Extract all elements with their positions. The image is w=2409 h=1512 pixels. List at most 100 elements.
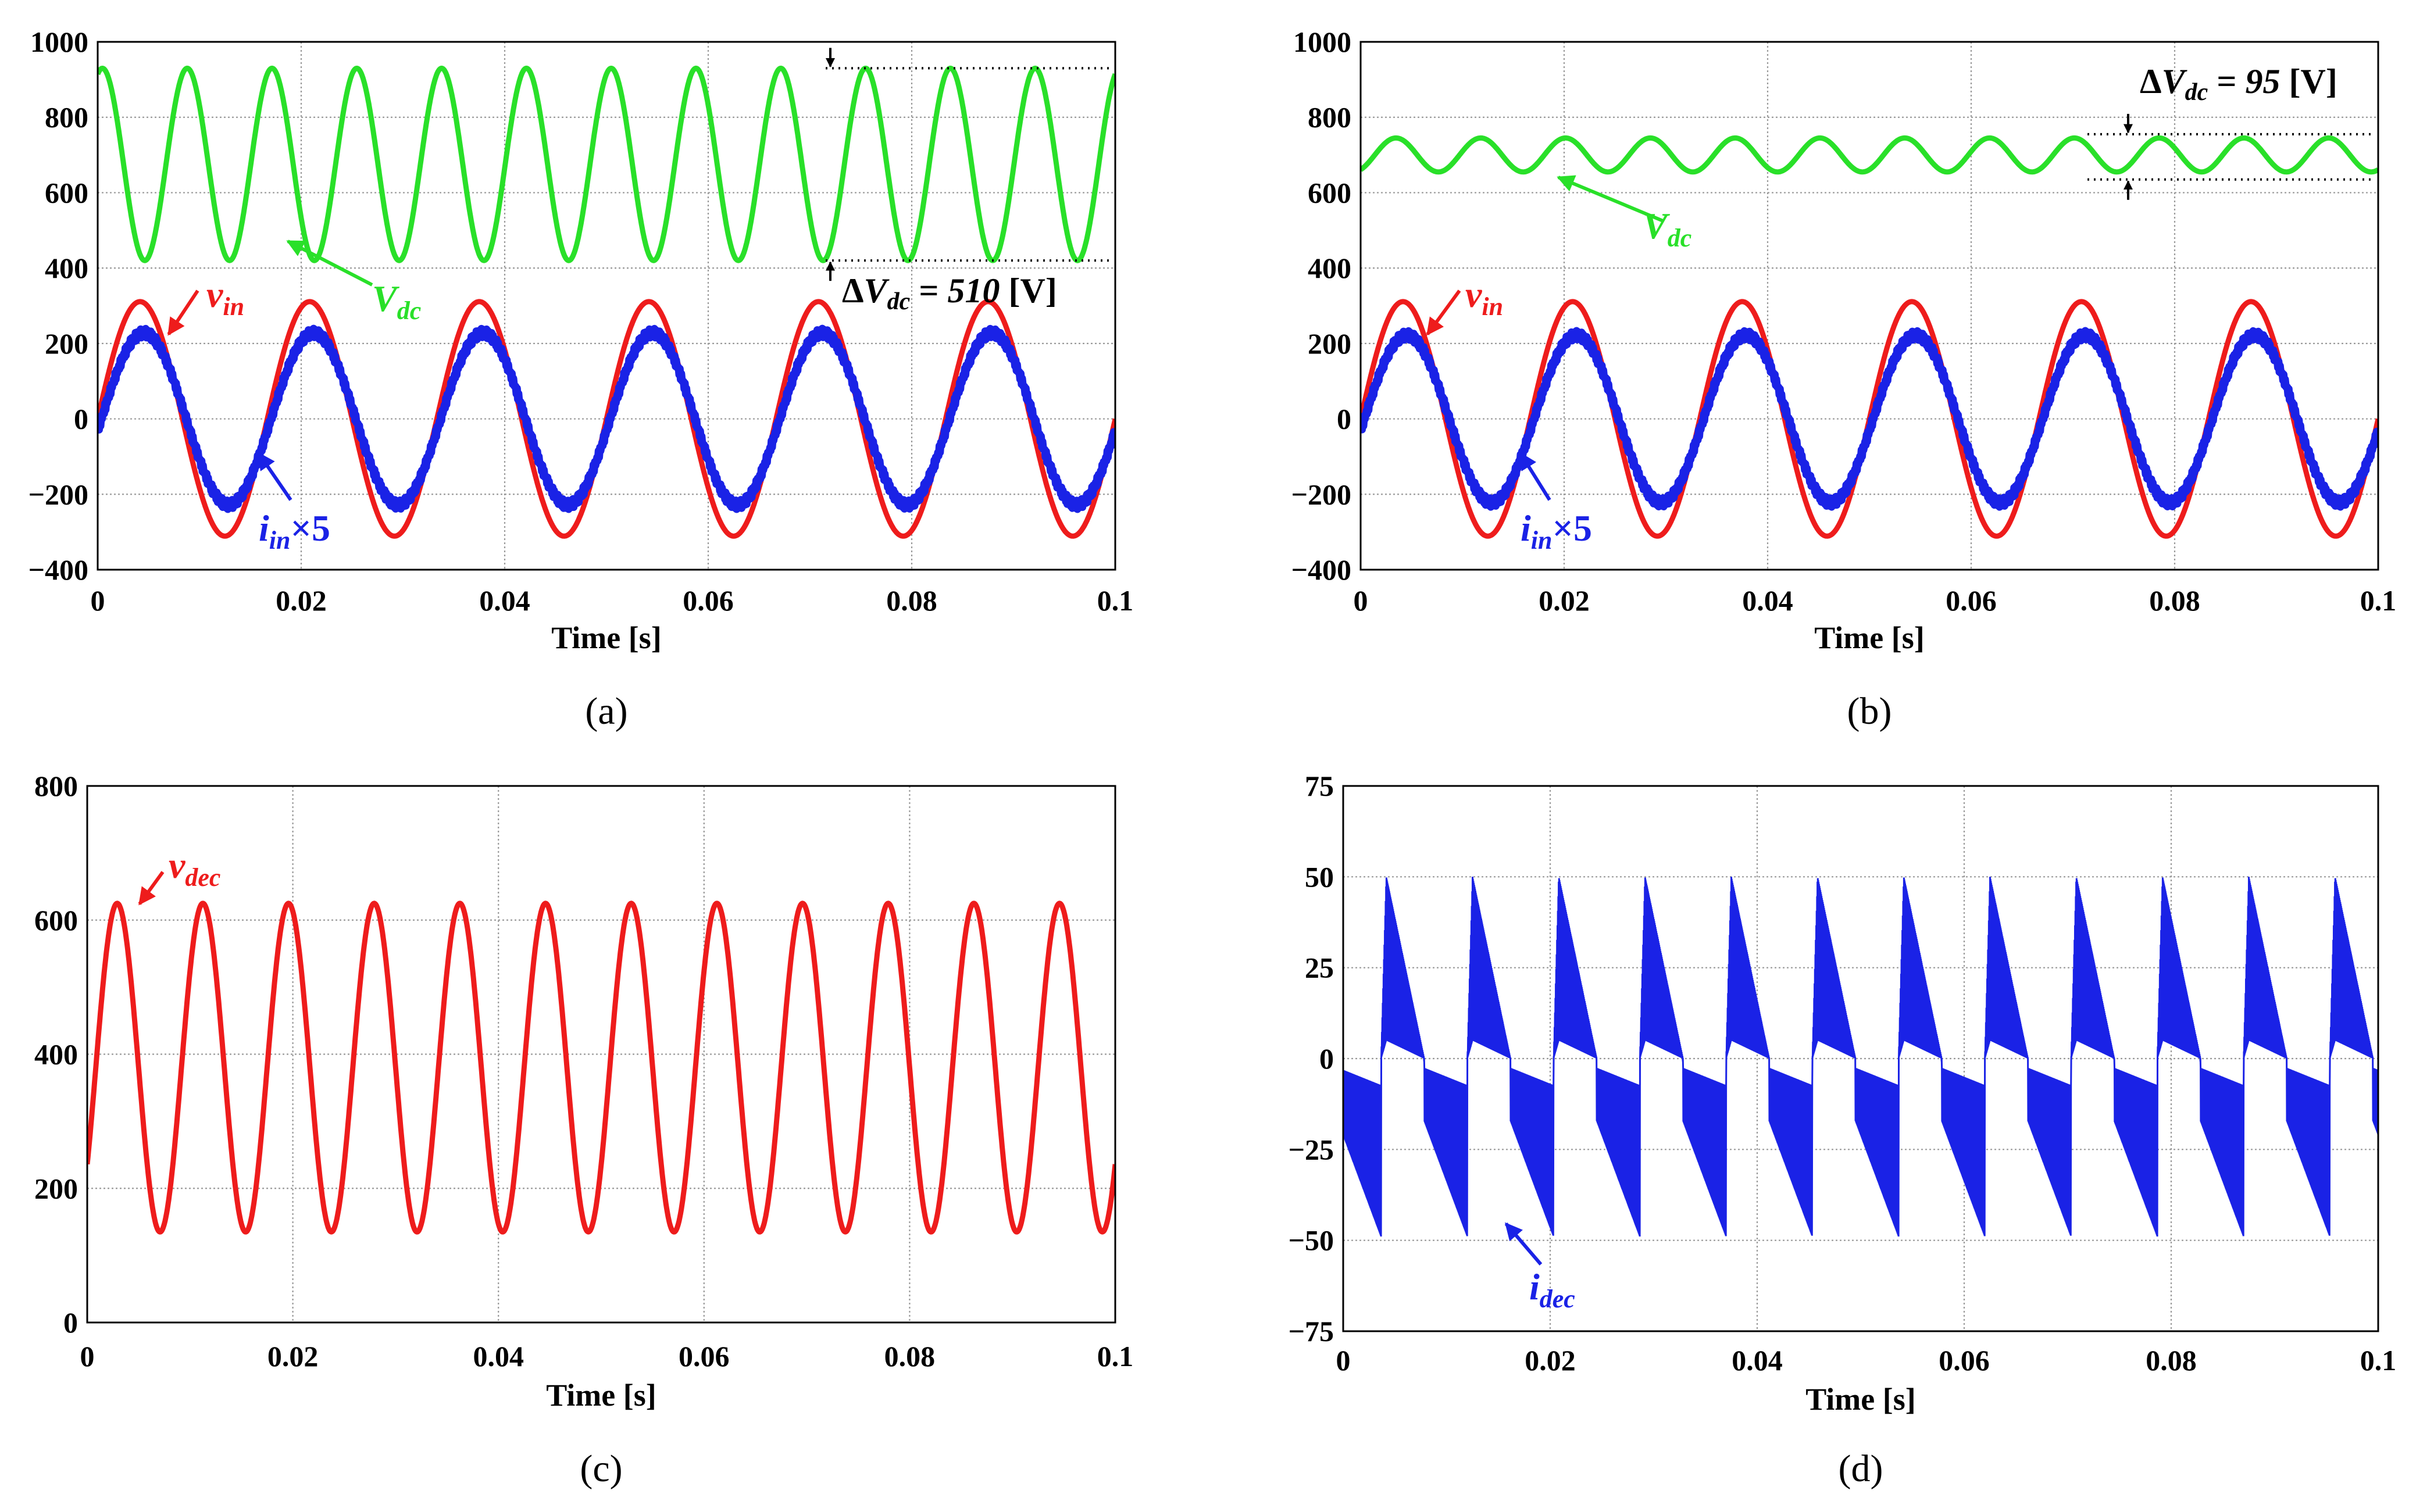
x-tick-label: 0.04 [1742, 584, 1793, 617]
y-tick-label: 1000 [30, 26, 88, 58]
series-label-iin: iin×5 [1521, 507, 1592, 555]
x-axis-label: Time [s] [551, 620, 661, 655]
series-label-vdec: vdec [169, 845, 220, 892]
label-arrow [1557, 175, 1664, 223]
y-tick-label: 25 [1305, 952, 1334, 984]
x-tick-label: 0.02 [1539, 584, 1590, 617]
x-tick-label: 0 [1354, 584, 1368, 617]
label-arrow [1519, 452, 1551, 501]
x-tick-label: 0.06 [679, 1340, 730, 1372]
y-tick-label: 400 [45, 252, 88, 284]
panel-caption: (b) [1847, 690, 1892, 732]
x-tick-label: 0.1 [1097, 1340, 1134, 1372]
panel-caption: (d) [1839, 1447, 1883, 1490]
y-tick-label: −400 [28, 553, 89, 586]
y-tick-label: 1000 [1293, 26, 1351, 58]
y-tick-label: −200 [1291, 478, 1352, 510]
panel-c: 0 0.02 0.04 0.06 0.08 0.1 800 600 400 200 0 Time [s… [34, 770, 1133, 1490]
y-tick-label: −200 [28, 478, 89, 510]
x-tick-label: 0.02 [276, 584, 327, 617]
label-arrow [1504, 1222, 1543, 1266]
x-tick-label: 0 [1336, 1344, 1351, 1377]
series-group [87, 900, 1115, 1235]
y-tick-label: −75 [1289, 1315, 1334, 1347]
y-tick-label: 600 [45, 176, 88, 209]
series-line-v-dc [1361, 135, 2378, 175]
y-tick-label: −400 [1291, 553, 1352, 586]
label-arrow [138, 871, 165, 906]
axes-frame [1359, 41, 2379, 571]
x-tick-label: 0.06 [1939, 1344, 1990, 1377]
x-axis-label: Time [s] [546, 1378, 656, 1413]
series-label-vdc: Vdc [1643, 205, 1691, 252]
series-label-vin: vin [206, 274, 244, 321]
series-label-iin: iin×5 [259, 507, 330, 555]
series-line-i-dec [1343, 877, 2378, 1237]
panel-caption: (c) [580, 1447, 622, 1490]
panels: 0 0.02 0.04 0.06 0.08 0.1 1000 800 600 400 200 0 −20… [28, 26, 2397, 1490]
y-tick-label: 200 [45, 327, 88, 360]
series-line-v-dec [87, 900, 1115, 1235]
y-tick-label: 200 [1308, 327, 1351, 360]
series-line-i-in-5 [98, 324, 1115, 513]
x-tick-label: 0 [80, 1340, 95, 1372]
panel-a: 0 0.02 0.04 0.06 0.08 0.1 1000 800 600 400 200 0 −20… [28, 26, 1134, 732]
axes-frame [1342, 785, 2379, 1332]
panel-b: 0 0.02 0.04 0.06 0.08 0.1 1000 800 600 400 200 0 −20… [1291, 26, 2397, 732]
delta-annotation: ΔVdc = 510 [V] [842, 271, 1057, 315]
series-group [1343, 877, 2378, 1237]
y-tick-label: 400 [34, 1038, 78, 1071]
y-tick-label: 800 [1308, 101, 1351, 134]
y-tick-label: 50 [1305, 860, 1334, 893]
y-tick-label: 800 [34, 770, 78, 802]
y-tick-label: 400 [1308, 252, 1351, 284]
x-tick-label: 0.04 [479, 584, 530, 617]
y-tick-label: 75 [1305, 770, 1334, 802]
x-tick-label: 0.02 [267, 1340, 319, 1372]
x-tick-label: 0.06 [1946, 584, 1997, 617]
x-tick-label: 0.08 [2146, 1344, 2197, 1377]
series-group [98, 65, 1115, 539]
panel-caption: (a) [585, 690, 627, 732]
series-label-vin: vin [1465, 274, 1503, 321]
y-tick-label: −50 [1289, 1224, 1334, 1257]
y-tick-label: 0 [63, 1306, 78, 1339]
axes-frame [97, 41, 1116, 571]
panel-d: 0 0.02 0.04 0.06 0.08 0.1 75 50 25 0 −25 −50 −75 Time… [1289, 770, 2397, 1490]
label-arrow [167, 289, 199, 336]
grid [87, 786, 1115, 1322]
x-tick-label: 0.1 [1097, 584, 1134, 617]
series-group [1361, 135, 2378, 539]
y-tick-label: 600 [34, 904, 78, 936]
x-tick-label: 0.08 [884, 1340, 936, 1372]
x-tick-label: 0.08 [2149, 584, 2200, 617]
x-tick-label: 0 [91, 584, 105, 617]
grid [1343, 786, 2378, 1331]
x-tick-label: 0.04 [1732, 1344, 1783, 1377]
label-arrow [1426, 289, 1461, 336]
y-tick-label: −25 [1289, 1133, 1334, 1166]
label-arrow [257, 452, 292, 501]
series-label-idec: idec [1529, 1266, 1575, 1313]
delta-annotation: ΔVdc = 95 [V] [2140, 62, 2337, 106]
y-tick-label: 600 [1308, 176, 1351, 209]
axes-frame [86, 785, 1116, 1324]
y-tick-label: 800 [45, 101, 88, 134]
x-tick-label: 0.06 [683, 584, 734, 617]
x-axis-label: Time [s] [1805, 1382, 1915, 1417]
y-tick-label: 0 [74, 403, 88, 435]
series-label-vdc: Vdc [372, 278, 421, 325]
x-tick-label: 0.02 [1525, 1344, 1576, 1377]
x-tick-label: 0.1 [2360, 1344, 2397, 1377]
x-axis-label: Time [s] [1814, 620, 1924, 655]
y-tick-label: 0 [1319, 1042, 1334, 1075]
y-tick-label: 200 [34, 1172, 78, 1204]
series-line-i-in-5 [1361, 327, 2378, 511]
series-line-v-dc [98, 65, 1115, 263]
label-arrow [286, 240, 373, 287]
x-tick-label: 0.08 [886, 584, 937, 617]
x-tick-label: 0.1 [2360, 584, 2397, 617]
x-tick-label: 0.04 [473, 1340, 524, 1372]
y-tick-label: 0 [1337, 403, 1351, 435]
